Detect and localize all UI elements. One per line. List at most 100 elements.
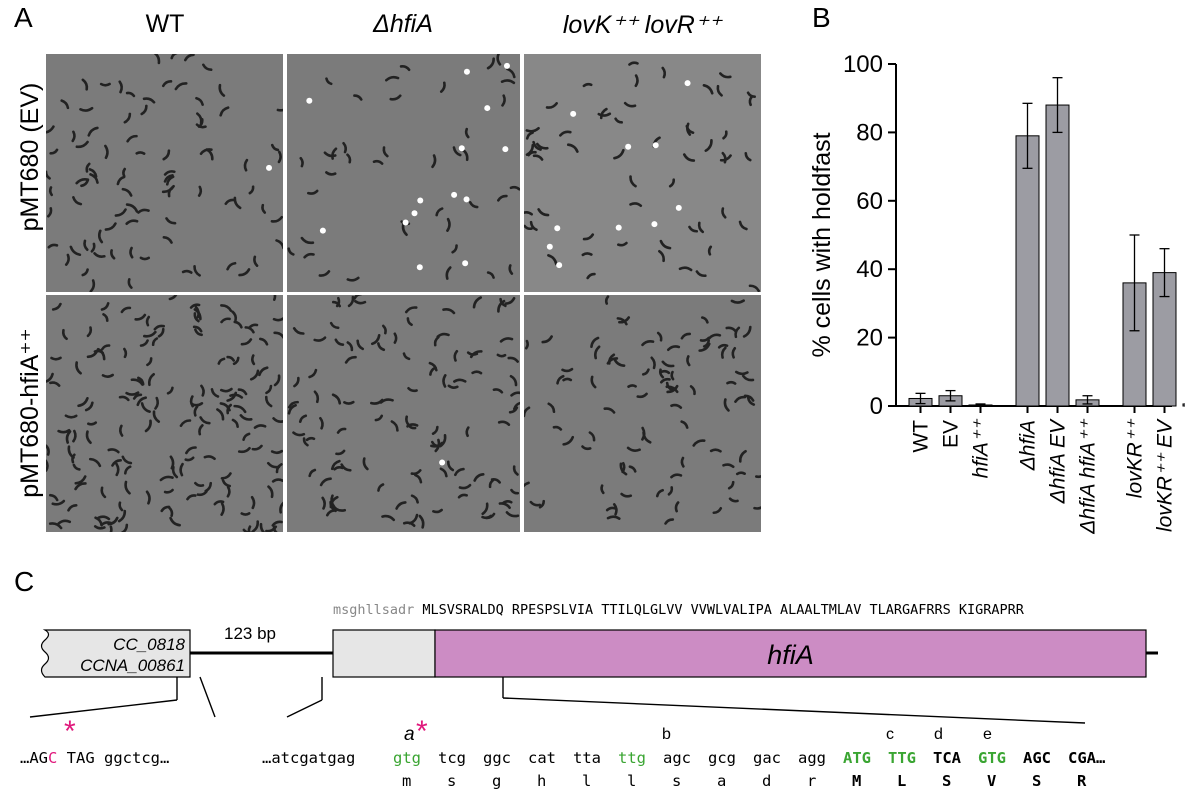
bacterial-cell	[183, 54, 195, 62]
bacterial-cell	[447, 384, 459, 389]
protein-sequence: msghllsadr MLSVSRALDQ RPESPSLVIA TTILQLG…	[333, 602, 1024, 618]
bacterial-cell	[205, 148, 214, 161]
bacterial-cell	[194, 328, 203, 337]
bacterial-cell	[726, 380, 737, 385]
bacterial-cell	[99, 82, 111, 87]
codon: TTG	[888, 749, 916, 767]
bacterial-cell	[699, 336, 710, 342]
bacterial-cell	[439, 81, 446, 93]
bacterial-cell	[132, 393, 143, 400]
bacterial-cell	[501, 94, 506, 107]
bacterial-cell	[287, 247, 295, 256]
bacterial-cell	[237, 446, 251, 454]
bacterial-cell	[216, 408, 225, 421]
bacterial-cell	[529, 220, 538, 232]
bacterial-cell	[612, 503, 618, 516]
bacterial-cell	[160, 505, 171, 513]
holdfast-spot	[462, 260, 469, 267]
bacterial-cell	[200, 384, 205, 397]
bacterial-cell	[144, 419, 152, 433]
bacterial-cell	[204, 481, 213, 493]
bacterial-cell	[64, 253, 70, 266]
bacterial-cell	[74, 475, 87, 485]
bacterial-cell	[258, 337, 269, 346]
bacterial-cell	[464, 127, 470, 139]
bacterial-cell	[275, 239, 283, 250]
bacterial-cell	[163, 174, 174, 183]
holdfast-spot	[615, 224, 622, 231]
bacterial-cell	[508, 406, 519, 414]
x-tick-label: WT	[910, 420, 933, 453]
bacterial-cell	[97, 229, 104, 244]
bacterial-cell	[199, 416, 211, 425]
bacterial-cell	[472, 296, 483, 309]
amino-acid: h	[537, 772, 547, 790]
panel-label-a: A	[14, 2, 33, 33]
bacterial-cell	[221, 479, 231, 488]
bacterial-cell	[353, 299, 367, 305]
amino-acid: s	[672, 772, 682, 790]
bacterial-cell	[725, 326, 738, 333]
amino-acid: d	[762, 772, 772, 790]
bacterial-cell	[509, 185, 520, 191]
y-tick-label: 20	[856, 325, 883, 352]
amino-acid: R	[1077, 772, 1087, 790]
bacterial-cell	[300, 236, 315, 245]
bacterial-cell	[719, 72, 732, 79]
bacterial-cell	[680, 456, 685, 468]
bacterial-cell	[590, 375, 597, 389]
bacterial-cell	[174, 82, 188, 91]
bacterial-cell	[661, 66, 667, 79]
y-tick-label: 80	[856, 119, 883, 146]
annotation-e: e	[983, 726, 992, 743]
bacterial-cell	[166, 386, 174, 395]
codon: cat	[528, 749, 556, 767]
bacterial-cell	[72, 429, 77, 443]
bacterial-cell	[735, 471, 746, 476]
bacterial-cell	[452, 146, 462, 157]
holdfast-spot	[451, 191, 458, 198]
bacterial-cell	[605, 506, 617, 512]
codon: AGC	[1023, 749, 1051, 767]
bacterial-cell	[101, 373, 114, 378]
bacterial-cell	[418, 514, 425, 529]
bacterial-cell	[330, 494, 336, 508]
bacterial-cell	[272, 317, 283, 322]
bacterial-cell	[353, 295, 362, 300]
x-tick-label: lovKR⁺⁺ hfiA⁺⁺	[1184, 418, 1186, 562]
bacterial-cell	[71, 130, 76, 143]
bacterial-cell	[276, 108, 283, 112]
holdfast-spot	[411, 210, 418, 217]
bacterial-cell	[582, 233, 595, 241]
bacterial-cell	[381, 514, 396, 522]
bacterial-cell	[319, 477, 332, 487]
bacterial-cell	[342, 142, 348, 154]
bacterial-cell	[307, 189, 319, 195]
bacterial-cell	[547, 402, 556, 414]
holdfast-spot	[463, 196, 470, 203]
bacterial-cell	[126, 134, 138, 143]
codon: GTG	[978, 749, 1006, 767]
bacterial-cell	[547, 254, 558, 266]
bacterial-cell	[287, 403, 297, 415]
codon: agg	[798, 749, 826, 767]
bacterial-cell	[406, 317, 413, 327]
bacterial-cell	[442, 308, 456, 315]
bacterial-cell	[313, 390, 320, 404]
bacterial-cell	[486, 271, 495, 279]
bacterial-cell	[88, 168, 98, 178]
bacterial-cell	[435, 207, 444, 217]
bacterial-cell	[597, 112, 612, 117]
bacterial-cell	[510, 488, 520, 495]
bacterial-cell	[266, 461, 281, 469]
holdfast-spot	[416, 264, 423, 271]
bacterial-cell	[86, 349, 99, 359]
bacterial-cell	[171, 465, 179, 479]
bacterial-cell	[469, 350, 483, 359]
amino-acid: L	[897, 772, 907, 790]
bacterial-cell	[146, 357, 153, 367]
bacterial-cell	[123, 347, 128, 359]
bacterial-cell	[265, 525, 278, 532]
bacterial-cell	[401, 222, 408, 236]
bacterial-cell	[623, 101, 637, 108]
